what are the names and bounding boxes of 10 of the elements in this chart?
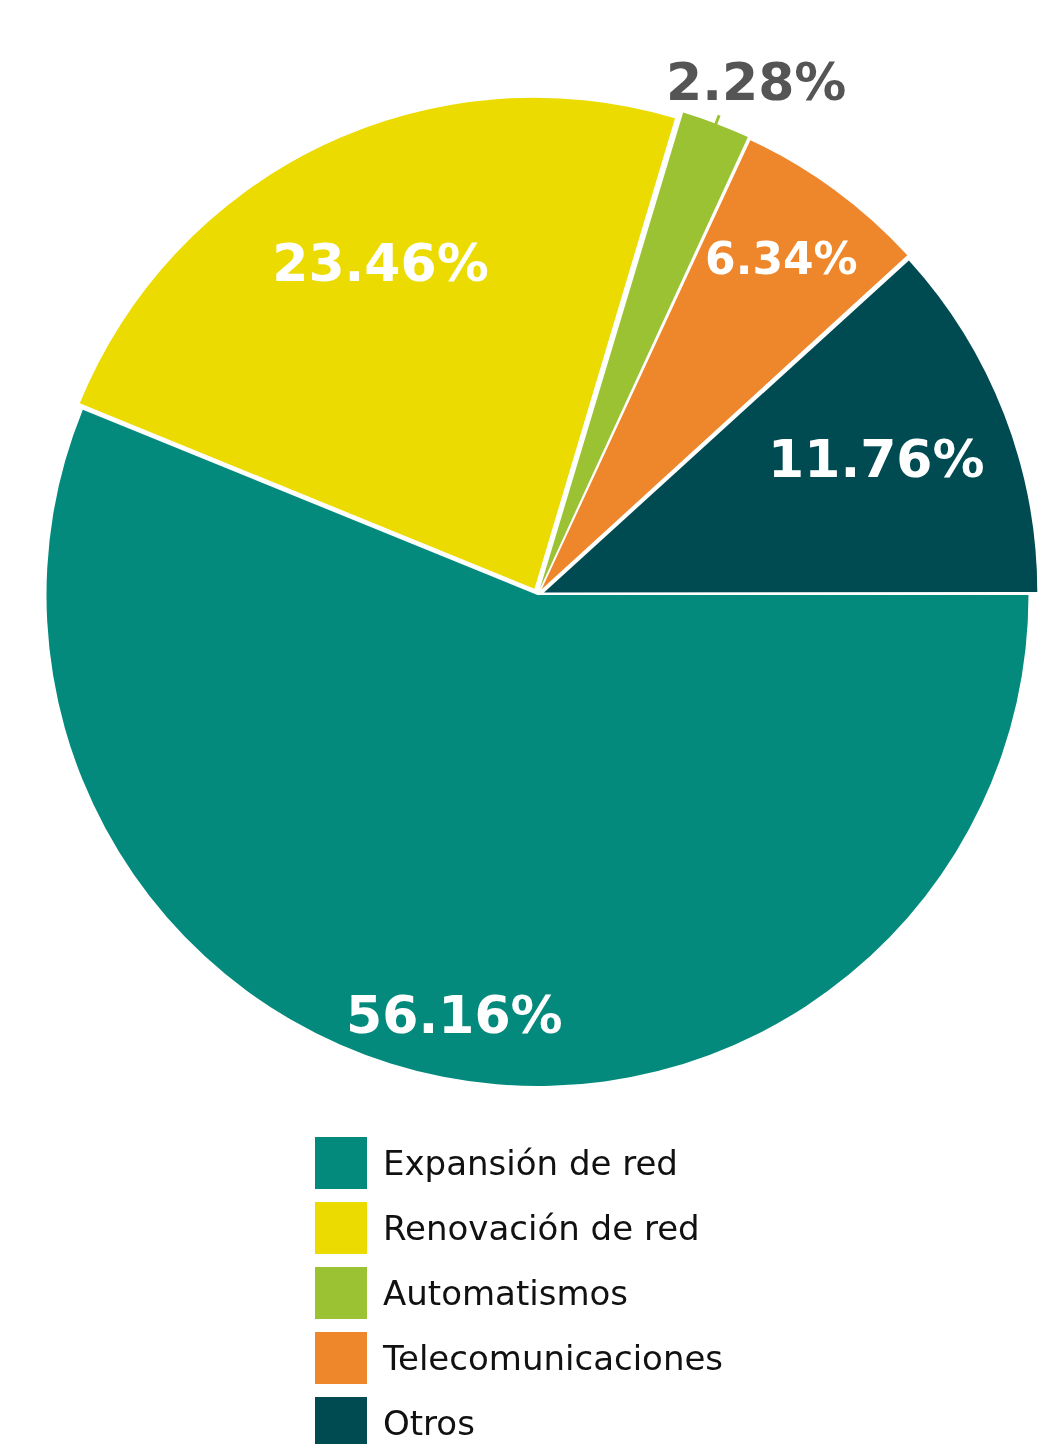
data-label: 11.76%: [768, 429, 985, 490]
legend-label: Otros: [383, 1402, 475, 1443]
legend-label: Expansión de red: [383, 1142, 678, 1183]
data-label: 6.34%: [705, 232, 858, 284]
legend-label: Automatismos: [383, 1272, 629, 1313]
data-label: 2.28%: [666, 52, 847, 113]
data-label: 56.16%: [346, 984, 563, 1045]
legend-label: Telecomunicaciones: [383, 1337, 724, 1378]
data-label: 23.46%: [272, 232, 489, 293]
legend-label: Renovación de red: [383, 1207, 700, 1248]
